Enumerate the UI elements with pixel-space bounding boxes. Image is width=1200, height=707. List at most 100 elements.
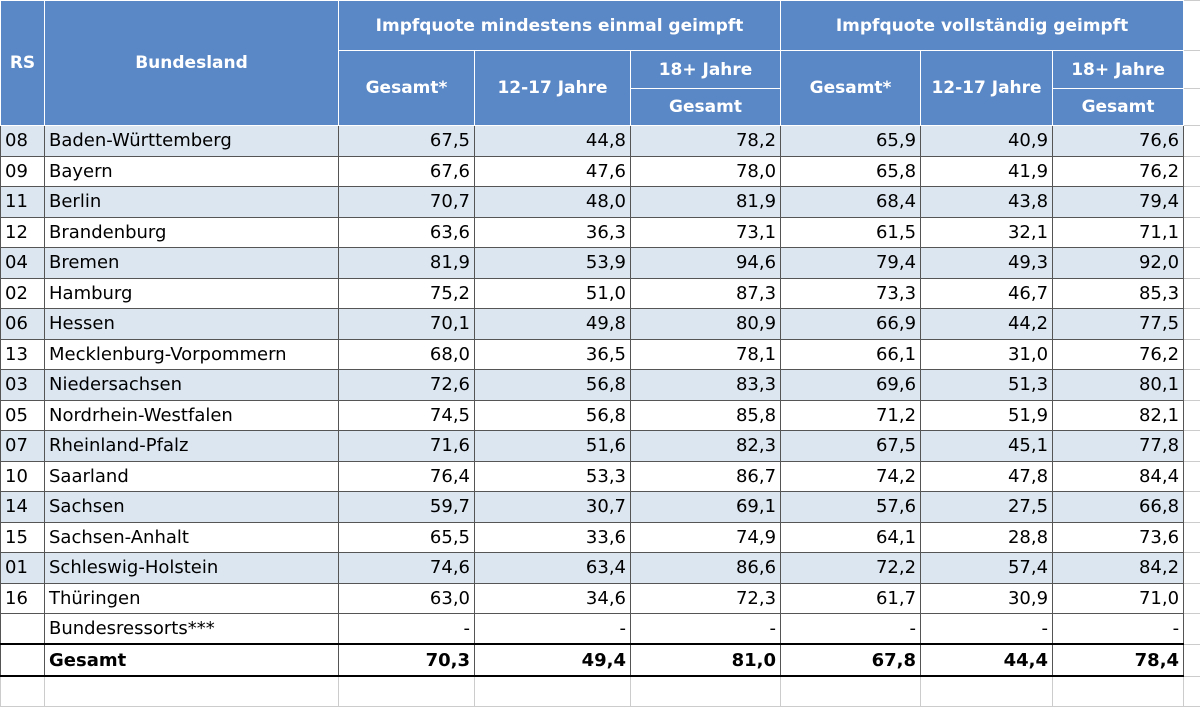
cell: 72,2 xyxy=(781,553,921,584)
cell: 40,9 xyxy=(921,126,1053,157)
cell xyxy=(1,676,45,707)
cell: 56,8 xyxy=(475,370,631,401)
cell: Nordrhein-Westfalen xyxy=(45,400,339,431)
cell: 61,7 xyxy=(781,583,921,614)
cell: 66,1 xyxy=(781,339,921,370)
cell: 49,8 xyxy=(475,309,631,340)
cell: 02 xyxy=(1,278,45,309)
cell: 65,5 xyxy=(339,522,475,553)
header-cell: Gesamt* xyxy=(339,51,475,126)
header-cell: Gesamt xyxy=(1053,89,1184,126)
cell: 10 xyxy=(1,461,45,492)
cell: 12 xyxy=(1,217,45,248)
cell xyxy=(1184,614,1200,645)
cell xyxy=(1184,431,1200,462)
cell: 73,1 xyxy=(631,217,781,248)
cell: 34,6 xyxy=(475,583,631,614)
cell: 74,6 xyxy=(339,553,475,584)
header-cell: Bundesland xyxy=(45,1,339,126)
group-header: Impfquote vollständig geimpft xyxy=(781,1,1184,51)
cell: 85,8 xyxy=(631,400,781,431)
cell: 87,3 xyxy=(631,278,781,309)
cell: 70,7 xyxy=(339,187,475,218)
cell xyxy=(781,676,921,707)
cell: 81,9 xyxy=(339,248,475,279)
cell: 70,3 xyxy=(339,644,475,676)
cell xyxy=(1184,644,1200,676)
cell: 86,6 xyxy=(631,553,781,584)
cell: Niedersachsen xyxy=(45,370,339,401)
cell: Rheinland-Pfalz xyxy=(45,431,339,462)
cell xyxy=(921,676,1053,707)
cell: 13 xyxy=(1,339,45,370)
cell: 74,5 xyxy=(339,400,475,431)
empty-cell xyxy=(1184,1,1200,51)
cell: 63,0 xyxy=(339,583,475,614)
cell: - xyxy=(475,614,631,645)
cell: 81,0 xyxy=(631,644,781,676)
cell: 92,0 xyxy=(1053,248,1184,279)
header-cell: 18+ Jahre xyxy=(631,51,781,89)
cell: 85,3 xyxy=(1053,278,1184,309)
cell: 41,9 xyxy=(921,156,1053,187)
cell: Sachsen xyxy=(45,492,339,523)
empty-cell xyxy=(1184,51,1200,89)
cell: Saarland xyxy=(45,461,339,492)
cell: 77,8 xyxy=(1053,431,1184,462)
header-cell: 18+ Jahre xyxy=(1053,51,1184,89)
cell xyxy=(339,676,475,707)
cell: 67,6 xyxy=(339,156,475,187)
cell: 03 xyxy=(1,370,45,401)
cell: 44,4 xyxy=(921,644,1053,676)
cell: 69,1 xyxy=(631,492,781,523)
cell xyxy=(1184,339,1200,370)
group-header: Impfquote mindestens einmal geimpft xyxy=(339,1,781,51)
cell: Bremen xyxy=(45,248,339,279)
cell: 66,8 xyxy=(1053,492,1184,523)
cell: 82,1 xyxy=(1053,400,1184,431)
cell xyxy=(1184,676,1200,707)
table-row xyxy=(1,676,1200,707)
cell: 51,3 xyxy=(921,370,1053,401)
cell xyxy=(1184,583,1200,614)
table-row: Bundesressorts***------ xyxy=(1,614,1200,645)
cell xyxy=(1184,187,1200,218)
cell xyxy=(1184,156,1200,187)
cell: 68,0 xyxy=(339,339,475,370)
header-cell: 12-17 Jahre xyxy=(921,51,1053,126)
cell: 05 xyxy=(1,400,45,431)
cell: 86,7 xyxy=(631,461,781,492)
cell: Schleswig-Holstein xyxy=(45,553,339,584)
cell: 78,1 xyxy=(631,339,781,370)
cell: 08 xyxy=(1,126,45,157)
cell: 84,2 xyxy=(1053,553,1184,584)
cell xyxy=(1184,461,1200,492)
cell: 74,2 xyxy=(781,461,921,492)
cell: 30,7 xyxy=(475,492,631,523)
cell: 51,9 xyxy=(921,400,1053,431)
cell: - xyxy=(921,614,1053,645)
cell: - xyxy=(781,614,921,645)
cell: 73,3 xyxy=(781,278,921,309)
cell: - xyxy=(1053,614,1184,645)
cell: 77,5 xyxy=(1053,309,1184,340)
cell: 57,6 xyxy=(781,492,921,523)
cell: 47,6 xyxy=(475,156,631,187)
cell: 76,4 xyxy=(339,461,475,492)
cell: 76,2 xyxy=(1053,339,1184,370)
header-cell: RS xyxy=(1,1,45,126)
header-cell: Gesamt xyxy=(631,89,781,126)
cell: 67,5 xyxy=(339,126,475,157)
